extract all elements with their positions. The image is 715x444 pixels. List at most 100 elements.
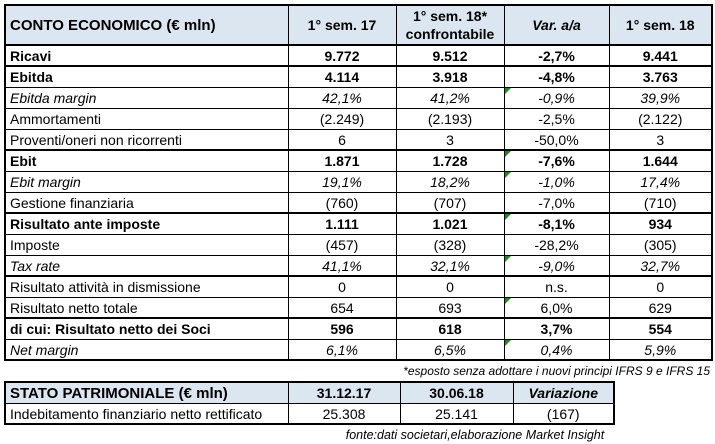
row-label: Ebit <box>4 149 289 172</box>
green-corner-flag-icon <box>505 340 511 346</box>
value-cell: -1,0% <box>503 170 610 193</box>
table-row: Ebitda 4.114 3.918 -4,8% 3.763 <box>4 65 713 88</box>
income-statement-title: CONTO ECONOMICO (€ mln) <box>4 4 289 47</box>
value-cell: 41,2% <box>395 86 505 109</box>
col-header-variazione: Variazione <box>512 381 615 404</box>
value-cell: (2.122) <box>608 107 713 130</box>
value-cell: 39,9% <box>608 86 713 109</box>
value-cell: 3 <box>395 128 505 151</box>
value-cell: 4.114 <box>287 65 397 88</box>
value-cell: 0,4% <box>503 338 610 361</box>
value-cell: -7,6% <box>503 149 610 172</box>
value-cell: (2.193) <box>395 107 505 130</box>
table-row: Proventi/oneri non ricorrenti 6 3 -50,0% 3 <box>4 128 713 151</box>
value-cell: -2,7% <box>503 44 610 67</box>
value-cell: 19,1% <box>287 170 397 193</box>
value-cell: 6,0% <box>503 296 610 319</box>
income-statement-body: Ricavi 9.772 9.512 -2,7% 9.441 Ebitda 4.114 3.9… <box>4 44 713 361</box>
table-row: Ricavi 9.772 9.512 -2,7% 9.441 <box>4 44 713 67</box>
value-cell: 934 <box>608 212 713 235</box>
value-cell: -9,0% <box>503 254 610 277</box>
value-cell: 654 <box>287 296 397 319</box>
row-label: Ebitda <box>4 65 289 88</box>
row-label: Ebit margin <box>4 170 289 193</box>
value-cell: 32,1% <box>395 254 505 277</box>
value-cell: 0 <box>287 275 397 298</box>
col-header-300618: 30.06.18 <box>399 381 514 404</box>
value-cell: 693 <box>395 296 505 319</box>
col-header-sem18: 1° sem. 18 <box>608 4 713 47</box>
value-cell: (305) <box>608 233 713 256</box>
table-row: Risultato ante imposte 1.111 1.021 -8,1% 934 <box>4 212 713 235</box>
table-row: Ebit 1.871 1.728 -7,6% 1.644 <box>4 149 713 172</box>
table-row: Gestione finanziaria (760) (707) -7,0% (710) <box>4 191 713 214</box>
row-label: Ricavi <box>4 44 289 67</box>
table-row: Ebit margin 19,1% 18,2% -1,0% 17,4% <box>4 170 713 193</box>
green-corner-flag-icon <box>505 88 511 94</box>
col-header-sem17: 1° sem. 17 <box>287 4 397 47</box>
value-cell: (760) <box>287 191 397 214</box>
value-cell: 1.728 <box>395 149 505 172</box>
table-row: Ammortamenti (2.249) (2.193) -2,5% (2.122) <box>4 107 713 130</box>
table-row: Risultato attività in dismissione 0 0 n.s. 0 <box>4 275 713 298</box>
value-cell: 0 <box>395 275 505 298</box>
value-cell: 3 <box>608 128 713 151</box>
value-cell: 9.772 <box>287 44 397 67</box>
value-cell: 41,1% <box>287 254 397 277</box>
value-cell: (457) <box>287 233 397 256</box>
value-cell: 42,1% <box>287 86 397 109</box>
row-label: Risultato netto totale <box>4 296 289 319</box>
table-row: Ebitda margin 42,1% 41,2% -0,9% 39,9% <box>4 86 713 109</box>
balance-sheet-row: Indebitamento finanziario netto rettific… <box>4 402 615 425</box>
value-cell: -2,5% <box>503 107 610 130</box>
green-corner-flag-icon <box>505 172 511 178</box>
value-cell: (167) <box>512 402 615 425</box>
row-label: Imposte <box>4 233 289 256</box>
green-corner-flag-icon <box>505 298 511 304</box>
col-header-sem18-confrontabile: 1° sem. 18* confrontabile <box>395 4 505 47</box>
ifrs-footnote: *esposto senza adottare i nuovi principi… <box>403 364 710 379</box>
row-label: Risultato ante imposte <box>4 212 289 235</box>
row-label: Proventi/oneri non ricorrenti <box>4 128 289 151</box>
value-cell: (710) <box>608 191 713 214</box>
value-cell: 554 <box>608 317 713 340</box>
row-label: Gestione finanziaria <box>4 191 289 214</box>
value-cell: -50,0% <box>503 128 610 151</box>
value-cell: 0 <box>608 275 713 298</box>
value-cell: 1.021 <box>395 212 505 235</box>
value-cell: (707) <box>395 191 505 214</box>
row-label: Tax rate <box>4 254 289 277</box>
green-corner-flag-icon <box>505 215 511 221</box>
value-cell: 3.763 <box>608 65 713 88</box>
value-cell: 17,4% <box>608 170 713 193</box>
col-header-var-aa: Var. a/a <box>503 4 610 47</box>
value-cell: (2.249) <box>287 107 397 130</box>
row-label: Net margin <box>4 338 289 361</box>
value-cell: 3,7% <box>503 317 610 340</box>
value-cell: 9.441 <box>608 44 713 67</box>
table-row: di cui: Risultato netto dei Soci 596 618 3,… <box>4 317 713 340</box>
green-corner-flag-icon <box>505 152 511 158</box>
table-row: Risultato netto totale 654 693 6,0% 629 <box>4 296 713 319</box>
value-cell: 3.918 <box>395 65 505 88</box>
value-cell: -4,8% <box>503 65 610 88</box>
value-cell: n.s. <box>503 275 610 298</box>
value-cell: (328) <box>395 233 505 256</box>
table-row: Imposte (457) (328) -28,2% (305) <box>4 233 713 256</box>
value-cell: -28,2% <box>503 233 610 256</box>
income-statement-table: CONTO ECONOMICO (€ mln) 1° sem. 17 1° se… <box>4 4 713 362</box>
table-row: Tax rate 41,1% 32,1% -9,0% 32,7% <box>4 254 713 277</box>
value-cell: 1.871 <box>287 149 397 172</box>
value-cell: 18,2% <box>395 170 505 193</box>
value-cell: 618 <box>395 317 505 340</box>
col-header-311217: 31.12.17 <box>287 381 401 404</box>
value-cell: -7,0% <box>503 191 610 214</box>
row-label: Risultato attività in dismissione <box>4 275 289 298</box>
balance-sheet-table: STATO PATRIMONIALE (€ mln) 31.12.17 30.0… <box>4 381 615 426</box>
source-caption: fonte:dati societari,elaborazione Market… <box>345 428 605 443</box>
value-cell: 5,9% <box>608 338 713 361</box>
table-row: Net margin 6,1% 6,5% 0,4% 5,9% <box>4 338 713 361</box>
value-cell: 6,5% <box>395 338 505 361</box>
row-label: di cui: Risultato netto dei Soci <box>4 317 289 340</box>
